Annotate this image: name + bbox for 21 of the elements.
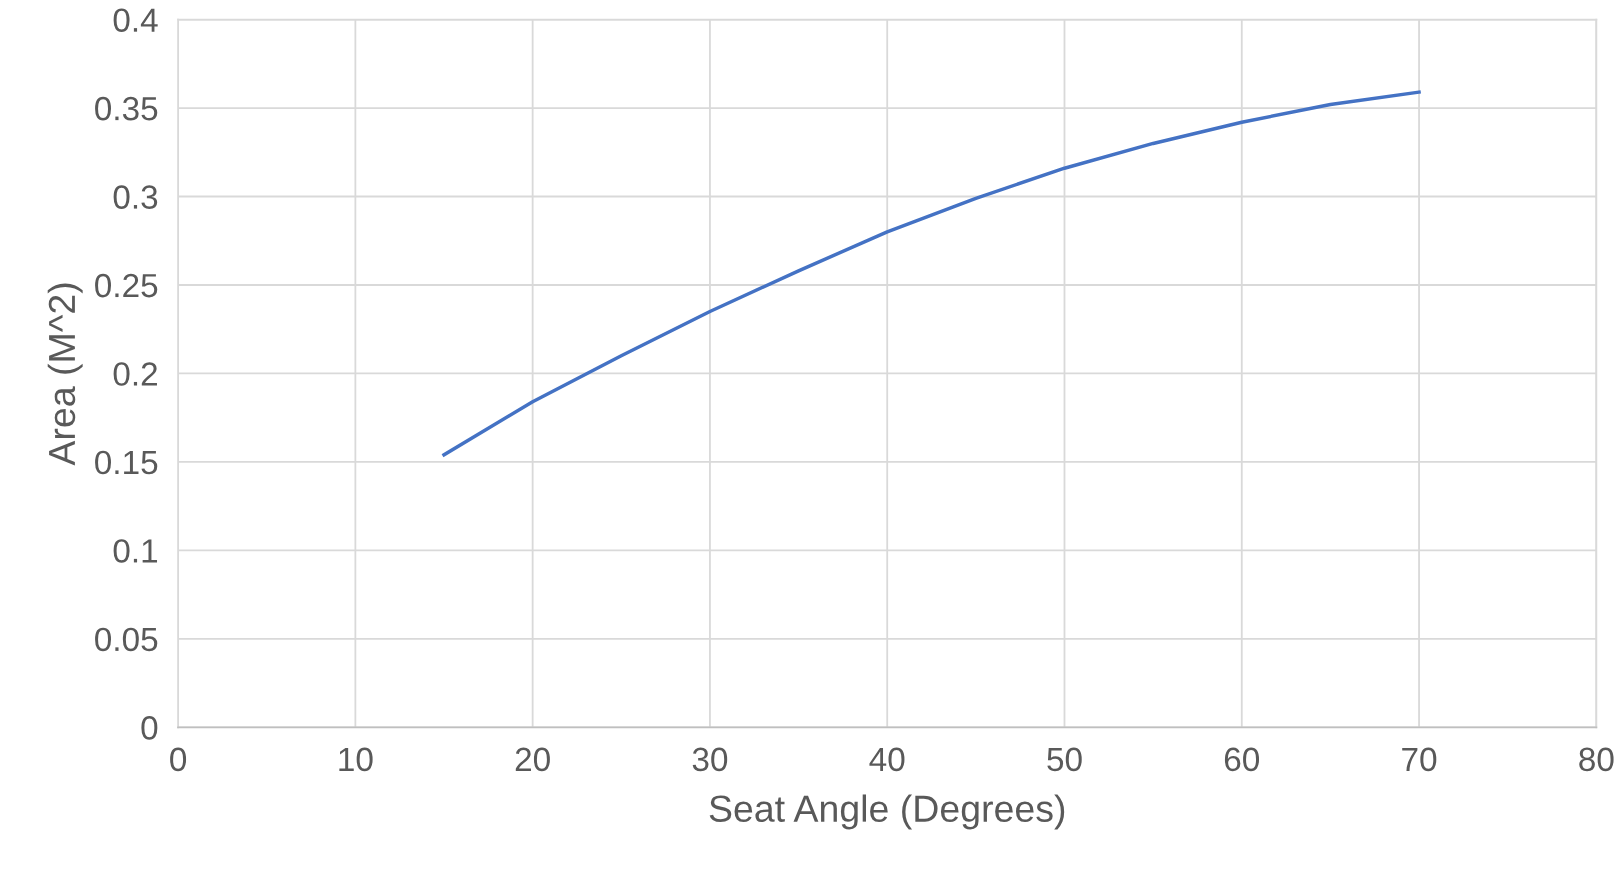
x-tick-label: 20 — [515, 747, 550, 772]
y-tick-label: 0.1 — [113, 539, 158, 563]
y-tick-label: 0.4 — [113, 8, 158, 32]
y-tick-label: 0.15 — [95, 450, 158, 475]
x-axis-title: Seat Angle (Degrees) — [709, 794, 1065, 830]
x-tick-label: 0 — [170, 747, 187, 772]
x-tick-label: 70 — [1402, 747, 1437, 772]
x-tick-label: 10 — [339, 747, 373, 772]
x-tick-label: 60 — [1224, 747, 1260, 772]
x-tick-label: 80 — [1579, 747, 1614, 772]
y-tick-label: 0.2 — [113, 362, 157, 386]
y-tick-label: 0.3 — [113, 185, 158, 209]
line-series — [442, 90, 1421, 457]
x-tick-label: 50 — [1047, 747, 1082, 772]
y-tick-label: 0.35 — [95, 96, 158, 121]
y-tick-label: 0 — [141, 716, 158, 740]
y-axis-title: Area (M^2) — [47, 283, 83, 466]
x-tick-label: 40 — [869, 747, 905, 772]
y-tick-label: 0.05 — [95, 627, 158, 652]
x-tick-label: 30 — [692, 747, 728, 772]
y-tick-label: 0.25 — [95, 273, 158, 298]
